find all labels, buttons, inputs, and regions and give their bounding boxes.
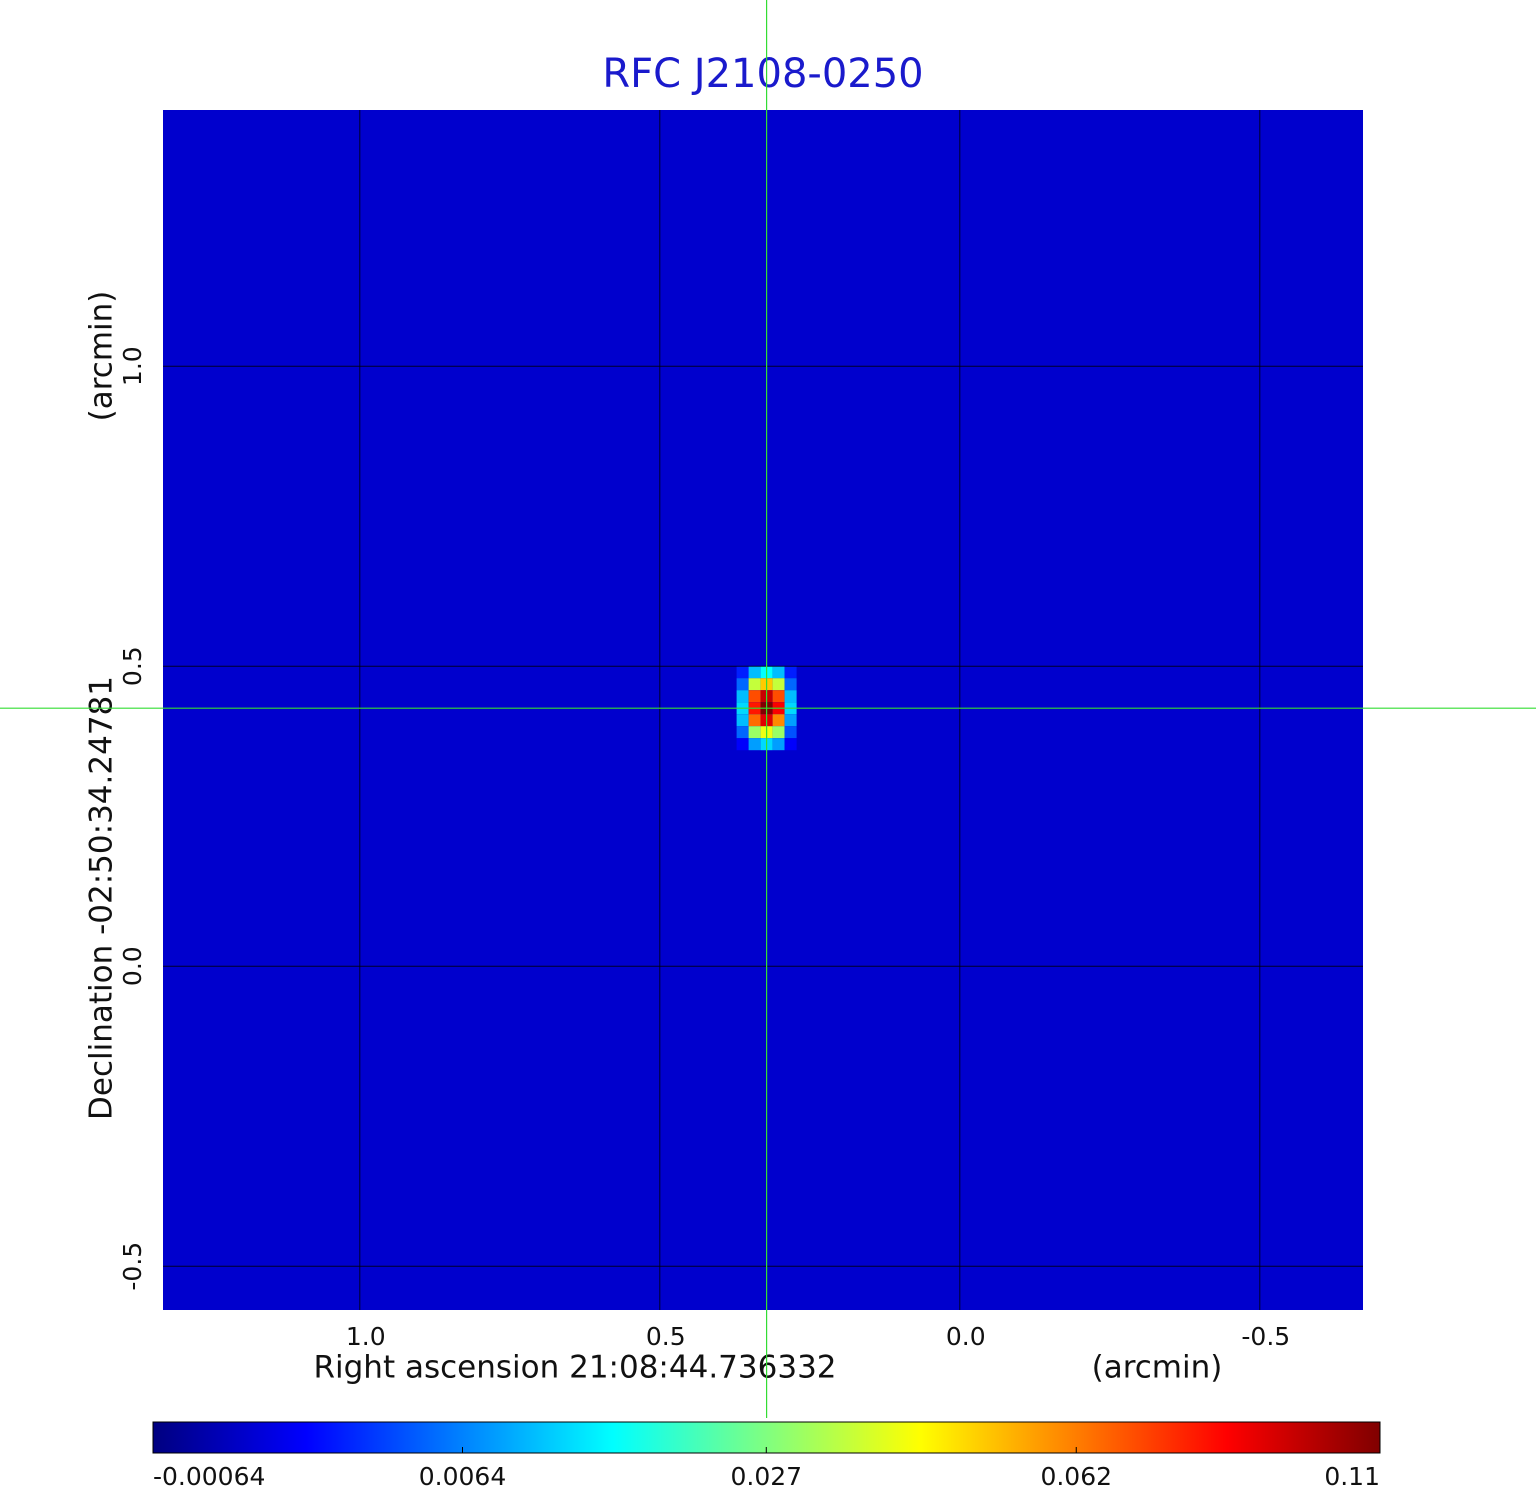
y-tick-label: 1.0 [118, 346, 147, 386]
image-pixel [784, 738, 797, 751]
x-tick-label: 1.0 [346, 1322, 386, 1351]
colorbar-tick-label: 0.0064 [419, 1462, 506, 1491]
image-pixel [748, 690, 761, 703]
image-pixel [736, 666, 749, 679]
y-axis-label: Declination -02:50:34.24781 [84, 676, 120, 1120]
image-pixel [736, 726, 749, 739]
image-pixel [748, 738, 761, 751]
colorbar-tick-label: 0.027 [730, 1462, 802, 1491]
image-pixel [748, 678, 761, 691]
x-tick-label: 0.0 [946, 1322, 986, 1351]
x-axis-unit: (arcmin) [1092, 1350, 1223, 1386]
colorbar-tick-label: 0.11 [1324, 1462, 1380, 1491]
colorbar-tick-label: -0.00064 [153, 1462, 265, 1491]
image-pixel [784, 690, 797, 703]
image-pixel [784, 726, 797, 739]
image-pixel [784, 714, 797, 727]
image-pixel [784, 678, 797, 691]
y-tick-label: 0.0 [118, 946, 147, 986]
image-pixel [748, 714, 761, 727]
image-pixel [772, 678, 785, 691]
image-pixel [772, 738, 785, 751]
y-tick-label: -0.5 [118, 1242, 147, 1291]
image-pixel [736, 690, 749, 703]
chart-title: RFC J2108-0250 [602, 51, 923, 97]
image-pixel [736, 738, 749, 751]
image-pixel [772, 714, 785, 727]
image-pixel [772, 690, 785, 703]
y-axis-unit: (arcmin) [84, 291, 120, 422]
image-pixel [748, 666, 761, 679]
image-pixel [748, 726, 761, 739]
image-pixel [736, 678, 749, 691]
x-tick-label: 0.5 [646, 1322, 686, 1351]
image-pixel [736, 714, 749, 727]
image-pixel [772, 726, 785, 739]
x-axis-label: Right ascension 21:08:44.736332 [313, 1350, 836, 1386]
colorbar-tick-label: 0.062 [1040, 1462, 1112, 1491]
image-pixel [772, 666, 785, 679]
image-pixel [784, 666, 797, 679]
y-tick-label: 0.5 [118, 646, 147, 686]
x-tick-label: -0.5 [1241, 1322, 1290, 1351]
